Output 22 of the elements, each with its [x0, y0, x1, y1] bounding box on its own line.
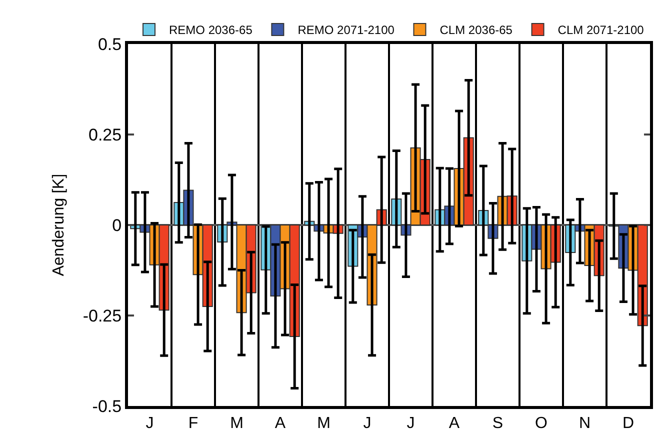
x-tick-label: M	[230, 415, 244, 432]
y-tick-label: 0.5	[98, 34, 122, 54]
x-tick-label: J	[406, 415, 415, 432]
y-tick-label: -0.25	[82, 306, 122, 326]
legend-label: REMO 2036-65	[169, 23, 253, 38]
y-tick-label: 0.25	[88, 125, 122, 144]
y-axis-title: Aenderung [K]	[50, 174, 68, 276]
x-tick-label: J	[363, 415, 372, 432]
y-tick-label: -0.5	[92, 396, 122, 416]
x-tick-label: J	[146, 415, 154, 432]
y-tick-label: 0	[112, 216, 122, 235]
x-tick-label: A	[448, 415, 460, 432]
x-tick-label: S	[492, 415, 504, 432]
x-tick-label: M	[317, 415, 330, 432]
x-tick-label: F	[188, 415, 198, 432]
legend-label: CLM 2071-2100	[558, 23, 644, 38]
x-tick-label: A	[274, 415, 286, 432]
legend-label: CLM 2036-65	[440, 23, 513, 38]
x-tick-label: N	[578, 415, 591, 432]
legend-label: REMO 2071-2100	[298, 23, 395, 38]
x-tick-label: D	[622, 415, 634, 432]
x-tick-label: O	[535, 415, 548, 432]
